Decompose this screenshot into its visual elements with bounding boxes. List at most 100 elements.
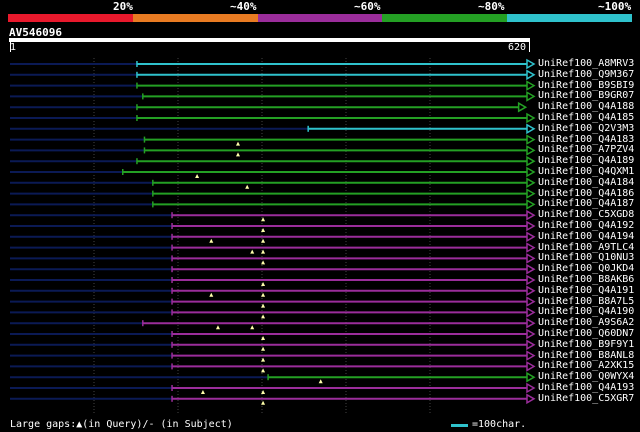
query-gap-marker xyxy=(236,152,241,157)
query-gap-marker xyxy=(261,336,266,340)
legend-label: ~100% xyxy=(598,0,632,13)
hit-arrow xyxy=(526,382,536,394)
hit-label[interactable]: UniRef100_Q4QXM1 xyxy=(538,166,635,177)
hit-label[interactable]: UniRef100_C5XGD8 xyxy=(538,209,635,221)
identity-legend-bar xyxy=(8,14,632,22)
query-gap-marker xyxy=(261,346,266,351)
scale-bar xyxy=(451,424,468,427)
hit-label[interactable]: UniRef100_B9GR07 xyxy=(538,90,635,102)
query-gap-marker xyxy=(261,400,266,405)
hit-arrow xyxy=(526,393,536,405)
legend-label: 20% xyxy=(113,0,133,13)
query-gap-marker xyxy=(318,379,323,384)
hit-label[interactable]: UniRef100_Q4A183 xyxy=(538,133,635,145)
query-gap-marker xyxy=(250,249,255,254)
hit-label[interactable]: UniRef100_Q4A191 xyxy=(538,284,635,296)
hit-arrow xyxy=(526,296,536,307)
query-gap-marker xyxy=(261,357,266,362)
hit-label[interactable]: UniRef100_Q4A188 xyxy=(538,101,635,113)
hit-arrow xyxy=(526,361,536,372)
query-gap-marker xyxy=(261,217,266,222)
query-gap-marker xyxy=(261,368,266,373)
hit-arrow xyxy=(517,101,528,113)
hit-label[interactable]: UniRef100_Q4A185 xyxy=(538,112,635,123)
hit-label[interactable]: UniRef100_Q4A187 xyxy=(538,198,635,210)
hit-label[interactable]: UniRef100_Q4A194 xyxy=(538,230,635,242)
hit-label[interactable]: UniRef100_A8MRV3 xyxy=(538,58,635,69)
query-gap-marker xyxy=(261,249,266,254)
legend-segment xyxy=(8,14,133,22)
hit-arrow xyxy=(526,209,536,221)
hit-arrow xyxy=(526,307,536,318)
hit-label[interactable]: UniRef100_C5XGR7 xyxy=(538,392,635,404)
hit-label[interactable]: UniRef100_Q60DN7 xyxy=(538,328,635,339)
hit-label[interactable]: UniRef100_Q9M367 xyxy=(538,68,635,80)
hit-arrow xyxy=(526,80,536,91)
hit-label[interactable]: UniRef100_A7PZV4 xyxy=(538,144,635,156)
hit-label[interactable]: UniRef100_Q4A192 xyxy=(538,220,635,231)
scale-note: =100char. xyxy=(451,419,526,430)
hit-arrow xyxy=(526,220,536,232)
query-gap-marker xyxy=(245,184,250,189)
hit-arrow xyxy=(526,199,536,210)
query-gap-marker xyxy=(261,390,266,394)
hit-label[interactable]: UniRef100_A2XK15 xyxy=(538,360,635,372)
query-gap-marker xyxy=(261,282,266,286)
hit-label[interactable]: UniRef100_A9TLC4 xyxy=(538,241,635,253)
legend-label: ~80% xyxy=(478,0,505,13)
hit-label[interactable]: UniRef100_Q0WYX4 xyxy=(538,371,635,383)
hit-label[interactable]: UniRef100_Q4A186 xyxy=(538,187,635,199)
hit-arrow xyxy=(526,166,536,178)
hit-label[interactable]: UniRef100_B8ANL8 xyxy=(538,349,635,361)
hit-label[interactable]: UniRef100_Q4A190 xyxy=(538,306,635,318)
hit-arrow xyxy=(526,350,536,361)
query-gap-marker xyxy=(261,228,266,232)
query-gap-marker xyxy=(209,292,214,297)
hit-arrow xyxy=(526,253,536,264)
hit-label[interactable]: UniRef100_B9SBI9 xyxy=(538,79,635,91)
hit-arrow xyxy=(526,123,536,135)
query-line xyxy=(9,38,530,42)
query-gap-marker xyxy=(261,260,266,265)
query-gap-marker xyxy=(215,325,220,330)
query-gap-marker xyxy=(250,325,255,330)
hit-label[interactable]: UniRef100_Q2V3M3 xyxy=(538,122,635,134)
legend-segment xyxy=(507,14,632,22)
query-gap-marker xyxy=(236,141,241,146)
hit-arrow xyxy=(526,177,536,189)
query-name: AV546096 xyxy=(9,26,62,39)
hit-arrow xyxy=(526,112,536,124)
hit-label[interactable]: UniRef100_Q4A189 xyxy=(538,155,635,167)
hit-arrow xyxy=(526,371,536,383)
hit-label[interactable]: UniRef100_Q0JKD4 xyxy=(538,263,635,275)
hit-label[interactable]: UniRef100_B8AKB6 xyxy=(538,274,635,285)
hit-label[interactable]: UniRef100_Q4A193 xyxy=(538,382,635,393)
query-gap-marker xyxy=(261,238,266,243)
legend-segment xyxy=(257,14,383,22)
gap-legend-note: Large gaps:▲(in Query)/- (in Subject) xyxy=(10,419,233,430)
hit-arrow xyxy=(526,242,536,253)
hit-label[interactable]: UniRef100_A9S6A2 xyxy=(538,317,635,329)
hit-arrow xyxy=(526,231,536,243)
hit-label[interactable]: UniRef100_Q4A184 xyxy=(538,176,635,188)
hit-label[interactable]: UniRef100_Q10NU3 xyxy=(538,252,635,264)
query-gap-marker xyxy=(200,390,205,394)
query-gap-marker xyxy=(195,174,200,178)
hit-arrow xyxy=(526,317,536,329)
hit-label[interactable]: UniRef100_B9F9Y1 xyxy=(538,338,635,350)
hit-arrow xyxy=(526,285,536,297)
legend-label: ~40% xyxy=(230,0,257,13)
query-start-tick xyxy=(10,42,11,52)
query-gap-marker xyxy=(209,238,214,243)
hit-arrow xyxy=(526,188,536,199)
legend-label: ~60% xyxy=(354,0,381,13)
legend-segment xyxy=(382,14,508,22)
query-gap-marker xyxy=(261,303,266,308)
hit-arrow xyxy=(526,155,536,167)
hit-arrow xyxy=(526,69,536,81)
hit-arrow xyxy=(526,328,536,340)
hit-arrow xyxy=(526,339,536,351)
legend-segment xyxy=(132,14,258,22)
hit-label[interactable]: UniRef100_B8A7L5 xyxy=(538,295,635,307)
hit-arrow xyxy=(526,91,536,102)
